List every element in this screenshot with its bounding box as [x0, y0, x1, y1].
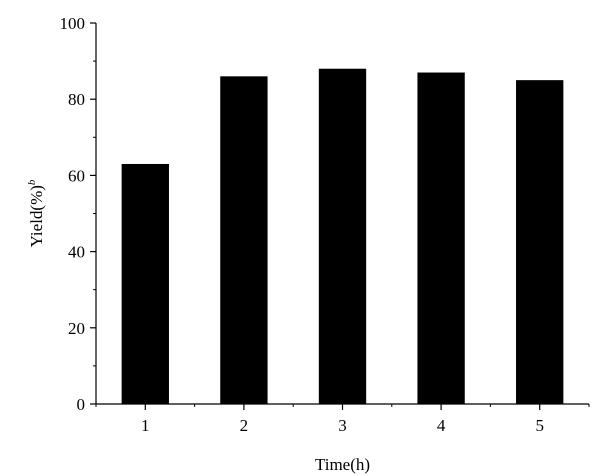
bar-1 [121, 163, 169, 404]
x-tick-label: 5 [535, 416, 544, 435]
y-tick-label: 60 [68, 166, 85, 185]
y-tick-label: 100 [60, 14, 86, 33]
y-tick-label: 80 [68, 90, 85, 109]
x-ticks-group: 1 2 3 4 5 [95, 404, 590, 435]
y-tick-label: 20 [68, 319, 85, 338]
bar-2 [220, 76, 268, 404]
y-ticks-group: 0 20 40 60 80 100 [60, 14, 96, 414]
bar-3 [318, 68, 367, 404]
bar-5 [516, 80, 564, 405]
x-tick-label: 1 [141, 416, 150, 435]
y-tick-label: 0 [77, 395, 86, 414]
y-axis-title-superscript: b [26, 179, 38, 185]
bar-4 [417, 72, 465, 404]
x-tick-label: 2 [240, 416, 249, 435]
bars-group [121, 68, 564, 405]
x-tick-label: 4 [437, 416, 446, 435]
x-axis-title: Time(h) [315, 455, 370, 474]
x-tick-label: 3 [338, 416, 347, 435]
y-axis-title-text: Yield(%) [27, 185, 46, 247]
y-axis-title: Yield(%)b [26, 179, 46, 247]
y-tick-label: 40 [68, 243, 85, 262]
